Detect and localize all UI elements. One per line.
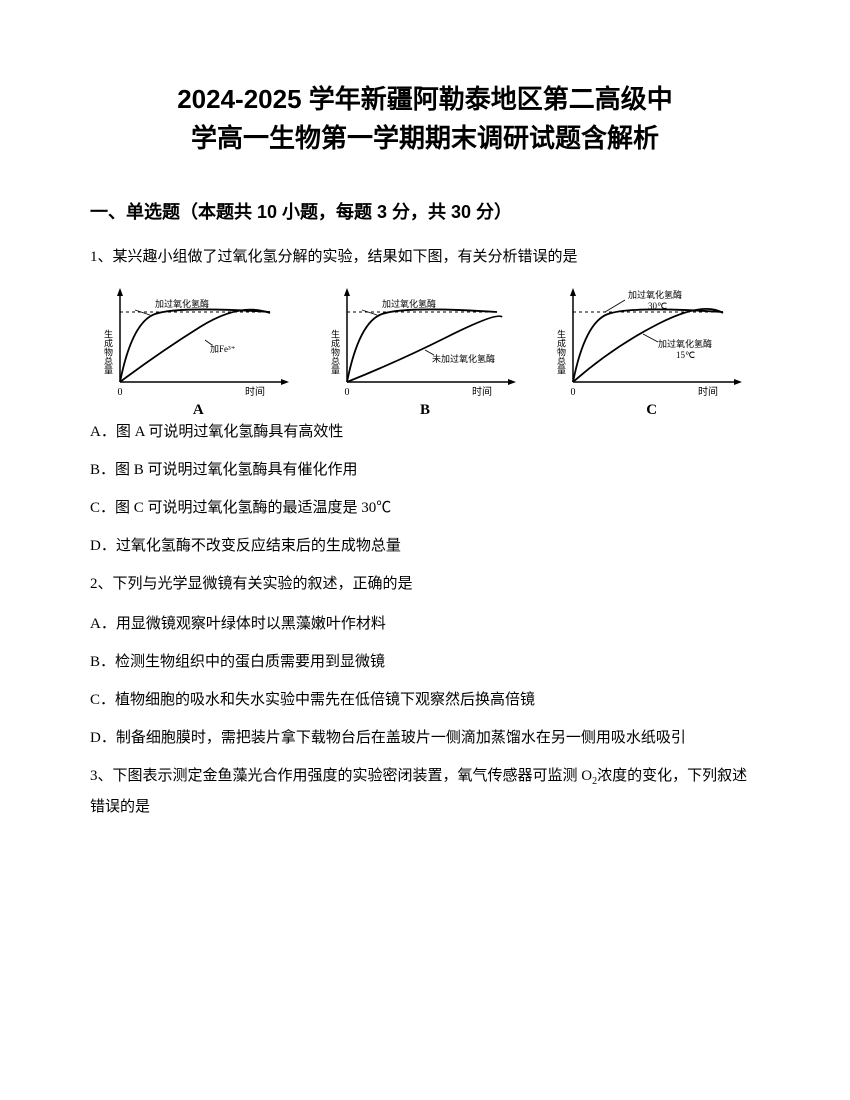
q2-stem: 2、下列与光学显微镜有关实验的叙述，正确的是 <box>90 569 760 599</box>
chart-a-xlabel: 时间 <box>245 385 265 398</box>
svg-text:生成物总量: 生成物总量 <box>556 328 566 374</box>
q3-stem-p1: 3、下图表示测定金鱼藻光合作用强度的实验密闭装置，氧气传感器可监测 O <box>90 768 592 784</box>
title-line1: 2024-2025 学年新疆阿勒泰地区第二高级中 <box>177 84 673 114</box>
svg-text:加过氧化氢酶: 加过氧化氢酶 <box>382 298 436 309</box>
q2-optA: A．用显微镜观察叶绿体时以黑藻嫩叶作材料 <box>90 609 760 639</box>
svg-text:0: 0 <box>344 387 349 398</box>
svg-text:未加过氧化氢酶: 未加过氧化氢酶 <box>432 353 495 364</box>
q1-optC: C．图 C 可说明过氧化氢酶的最适温度是 30℃ <box>90 493 760 523</box>
chart-a: 生成物总量 0 时间 加过氧化氢酶 加Fe³⁺ A <box>90 282 307 402</box>
q1-optD: D．过氧化氢酶不改变反应结束后的生成物总量 <box>90 531 760 561</box>
q3-stem: 3、下图表示测定金鱼藻光合作用强度的实验密闭装置，氧气传感器可监测 O2浓度的变… <box>90 761 760 822</box>
chart-b: 生成物总量 0 时间 加过氧化氢酶 未加过氧化氢酶 B <box>317 282 534 402</box>
chart-c: 生成物总量 0 时间 加过氧化氢酶 30℃ 加过氧化氢酶 15℃ C <box>543 282 760 402</box>
q2-optB: B．检测生物组织中的蛋白质需要用到显微镜 <box>90 647 760 677</box>
chart-b-label: B <box>317 402 534 419</box>
svg-text:15℃: 15℃ <box>676 350 695 360</box>
svg-text:加过氧化氢酶: 加过氧化氢酶 <box>658 338 712 349</box>
title-line2: 学高一生物第一学期期末调研试题含解析 <box>191 123 659 153</box>
q1-optA: A．图 A 可说明过氧化氢酶具有高效性 <box>90 417 760 447</box>
document-title: 2024-2025 学年新疆阿勒泰地区第二高级中 学高一生物第一学期期末调研试题… <box>90 80 760 158</box>
chart-a-ylabel: 生成物总量 <box>103 328 113 374</box>
svg-text:时间: 时间 <box>698 385 718 398</box>
chart-a-curve1: 加过氧化氢酶 <box>155 298 209 309</box>
q2-optD: D．制备细胞膜时，需把装片拿下载物台后在盖玻片一侧滴加蒸馏水在另一侧用吸水纸吸引 <box>90 723 760 753</box>
q2-optC: C．植物细胞的吸水和失水实验中需先在低倍镜下观察然后换高倍镜 <box>90 685 760 715</box>
charts-row: 生成物总量 0 时间 加过氧化氢酶 加Fe³⁺ A 生成物总量 0 时间 加过氧… <box>90 282 760 402</box>
section-header: 一、单选题（本题共 10 小题，每题 3 分，共 30 分） <box>90 198 760 224</box>
chart-c-label: C <box>543 402 760 419</box>
svg-text:加过氧化氢酶: 加过氧化氢酶 <box>628 289 682 300</box>
chart-a-label: A <box>90 402 307 419</box>
svg-text:30℃: 30℃ <box>648 301 667 311</box>
q1-stem: 1、某兴趣小组做了过氧化氢分解的实验，结果如下图，有关分析错误的是 <box>90 242 760 272</box>
svg-text:时间: 时间 <box>472 385 492 398</box>
svg-text:0: 0 <box>571 387 576 398</box>
chart-a-curve2: 加Fe³⁺ <box>210 344 236 354</box>
svg-text:生成物总量: 生成物总量 <box>330 328 340 374</box>
svg-text:0: 0 <box>118 387 123 398</box>
q1-optB: B．图 B 可说明过氧化氢酶具有催化作用 <box>90 455 760 485</box>
